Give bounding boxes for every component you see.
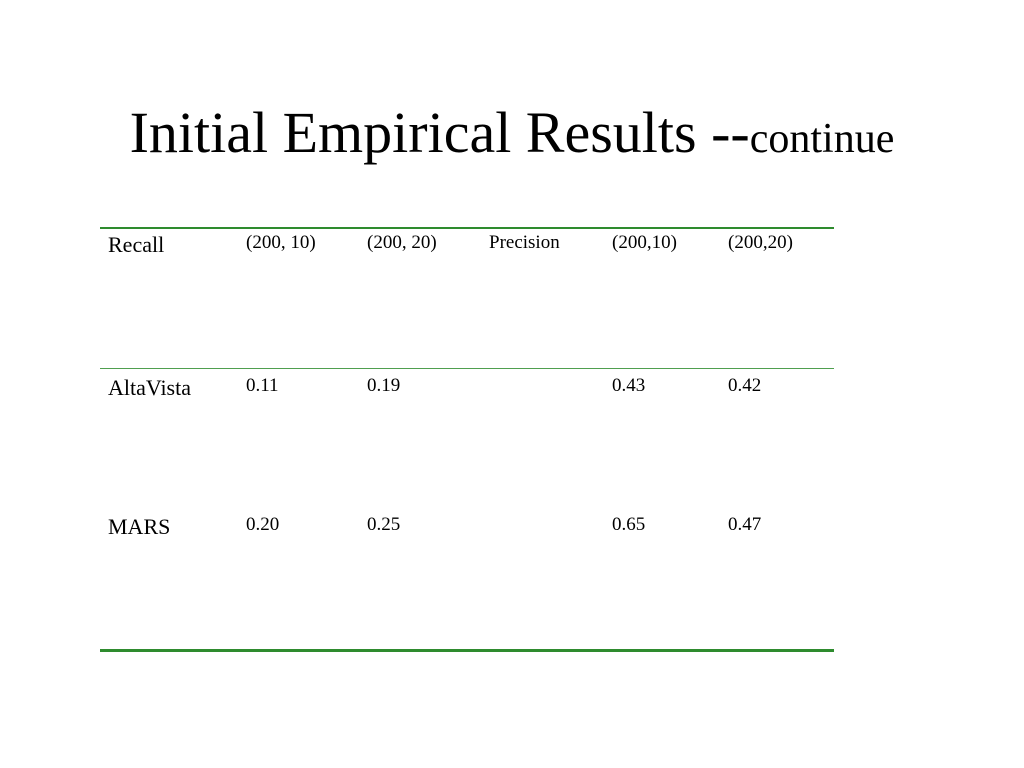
mars-precision-200-10: 0.65: [612, 514, 646, 535]
table-header-rule: [100, 368, 834, 369]
header-recall: Recall: [108, 232, 165, 257]
row-label-mars: MARS: [108, 514, 171, 539]
mars-recall-200-20: 0.25: [367, 514, 401, 535]
title-subtitle: continue: [749, 116, 895, 162]
table-bottom-rule: [100, 649, 834, 652]
altavista-precision-200-10: 0.43: [612, 375, 646, 396]
slide-title: Initial Empirical Results --continue: [0, 98, 1024, 174]
altavista-recall-200-20: 0.19: [367, 375, 401, 396]
header-precision-200-10: (200,10): [612, 232, 677, 253]
row-label-altavista: AltaVista: [108, 375, 191, 400]
table-top-rule: [100, 227, 834, 229]
title-main: Initial Empirical Results --: [129, 100, 750, 165]
header-precision-200-20: (200,20): [728, 232, 793, 253]
header-recall-200-10: (200, 10): [246, 232, 316, 253]
mars-recall-200-10: 0.20: [246, 514, 280, 535]
mars-precision-200-20: 0.47: [728, 514, 762, 535]
altavista-precision-200-20: 0.42: [728, 375, 762, 396]
altavista-recall-200-10: 0.11: [246, 375, 279, 396]
header-recall-200-20: (200, 20): [367, 232, 437, 253]
header-precision: Precision: [489, 232, 560, 253]
